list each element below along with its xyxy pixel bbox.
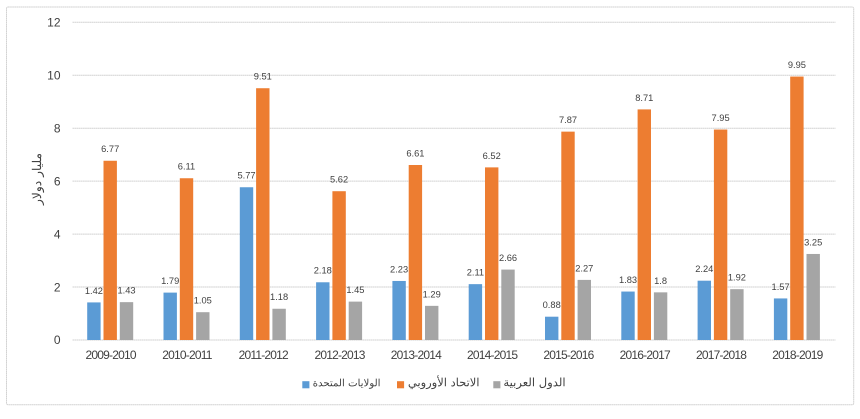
svg-text:8: 8 bbox=[54, 121, 61, 135]
svg-text:2.66: 2.66 bbox=[499, 253, 517, 263]
svg-text:5.62: 5.62 bbox=[330, 175, 348, 185]
svg-text:2.24: 2.24 bbox=[695, 264, 713, 274]
svg-text:5.77: 5.77 bbox=[237, 171, 255, 181]
svg-text:0.88: 0.88 bbox=[543, 300, 561, 310]
svg-text:1.8: 1.8 bbox=[654, 276, 667, 286]
svg-text:6: 6 bbox=[54, 174, 61, 188]
svg-text:10: 10 bbox=[47, 68, 61, 82]
svg-text:1.83: 1.83 bbox=[619, 275, 637, 285]
svg-text:2010-2011: 2010-2011 bbox=[162, 348, 212, 362]
svg-text:2016-2017: 2016-2017 bbox=[620, 348, 671, 362]
svg-text:1.92: 1.92 bbox=[728, 273, 746, 283]
svg-text:1.57: 1.57 bbox=[772, 282, 790, 292]
svg-text:2017-2018: 2017-2018 bbox=[696, 348, 747, 362]
svg-text:1.18: 1.18 bbox=[270, 292, 288, 302]
svg-text:2018-2019: 2018-2019 bbox=[772, 348, 823, 362]
svg-text:2.27: 2.27 bbox=[575, 263, 593, 273]
svg-text:2.23: 2.23 bbox=[390, 264, 408, 274]
svg-text:7.87: 7.87 bbox=[559, 115, 577, 125]
svg-text:1.42: 1.42 bbox=[85, 286, 103, 296]
svg-text:4: 4 bbox=[54, 227, 61, 241]
svg-text:9.51: 9.51 bbox=[254, 72, 272, 82]
svg-text:7.95: 7.95 bbox=[712, 113, 730, 123]
svg-text:3.25: 3.25 bbox=[804, 237, 822, 247]
svg-text:1.29: 1.29 bbox=[423, 289, 441, 299]
svg-text:1.05: 1.05 bbox=[194, 296, 212, 306]
svg-text:1.79: 1.79 bbox=[161, 276, 179, 286]
svg-text:9.95: 9.95 bbox=[788, 60, 806, 70]
svg-text:1.43: 1.43 bbox=[117, 286, 135, 296]
svg-text:1.45: 1.45 bbox=[346, 285, 364, 295]
svg-text:6.77: 6.77 bbox=[101, 144, 119, 154]
svg-text:2015-2016: 2015-2016 bbox=[543, 348, 594, 362]
svg-text:2011-2012: 2011-2012 bbox=[239, 348, 289, 362]
svg-text:6.11: 6.11 bbox=[178, 162, 195, 172]
svg-text:6.52: 6.52 bbox=[483, 151, 501, 161]
svg-text:8.71: 8.71 bbox=[635, 93, 653, 103]
svg-text:2013-2014: 2013-2014 bbox=[391, 348, 442, 362]
svg-text:2012-2013: 2012-2013 bbox=[314, 348, 365, 362]
svg-text:2.18: 2.18 bbox=[314, 266, 332, 276]
svg-text:6.61: 6.61 bbox=[406, 148, 424, 158]
svg-text:2: 2 bbox=[54, 280, 61, 294]
svg-text:2009-2010: 2009-2010 bbox=[86, 348, 137, 362]
svg-text:0: 0 bbox=[54, 333, 61, 347]
svg-text:2014-2015: 2014-2015 bbox=[467, 348, 518, 362]
svg-text:12: 12 bbox=[47, 16, 61, 30]
svg-text:2.11: 2.11 bbox=[467, 268, 484, 278]
